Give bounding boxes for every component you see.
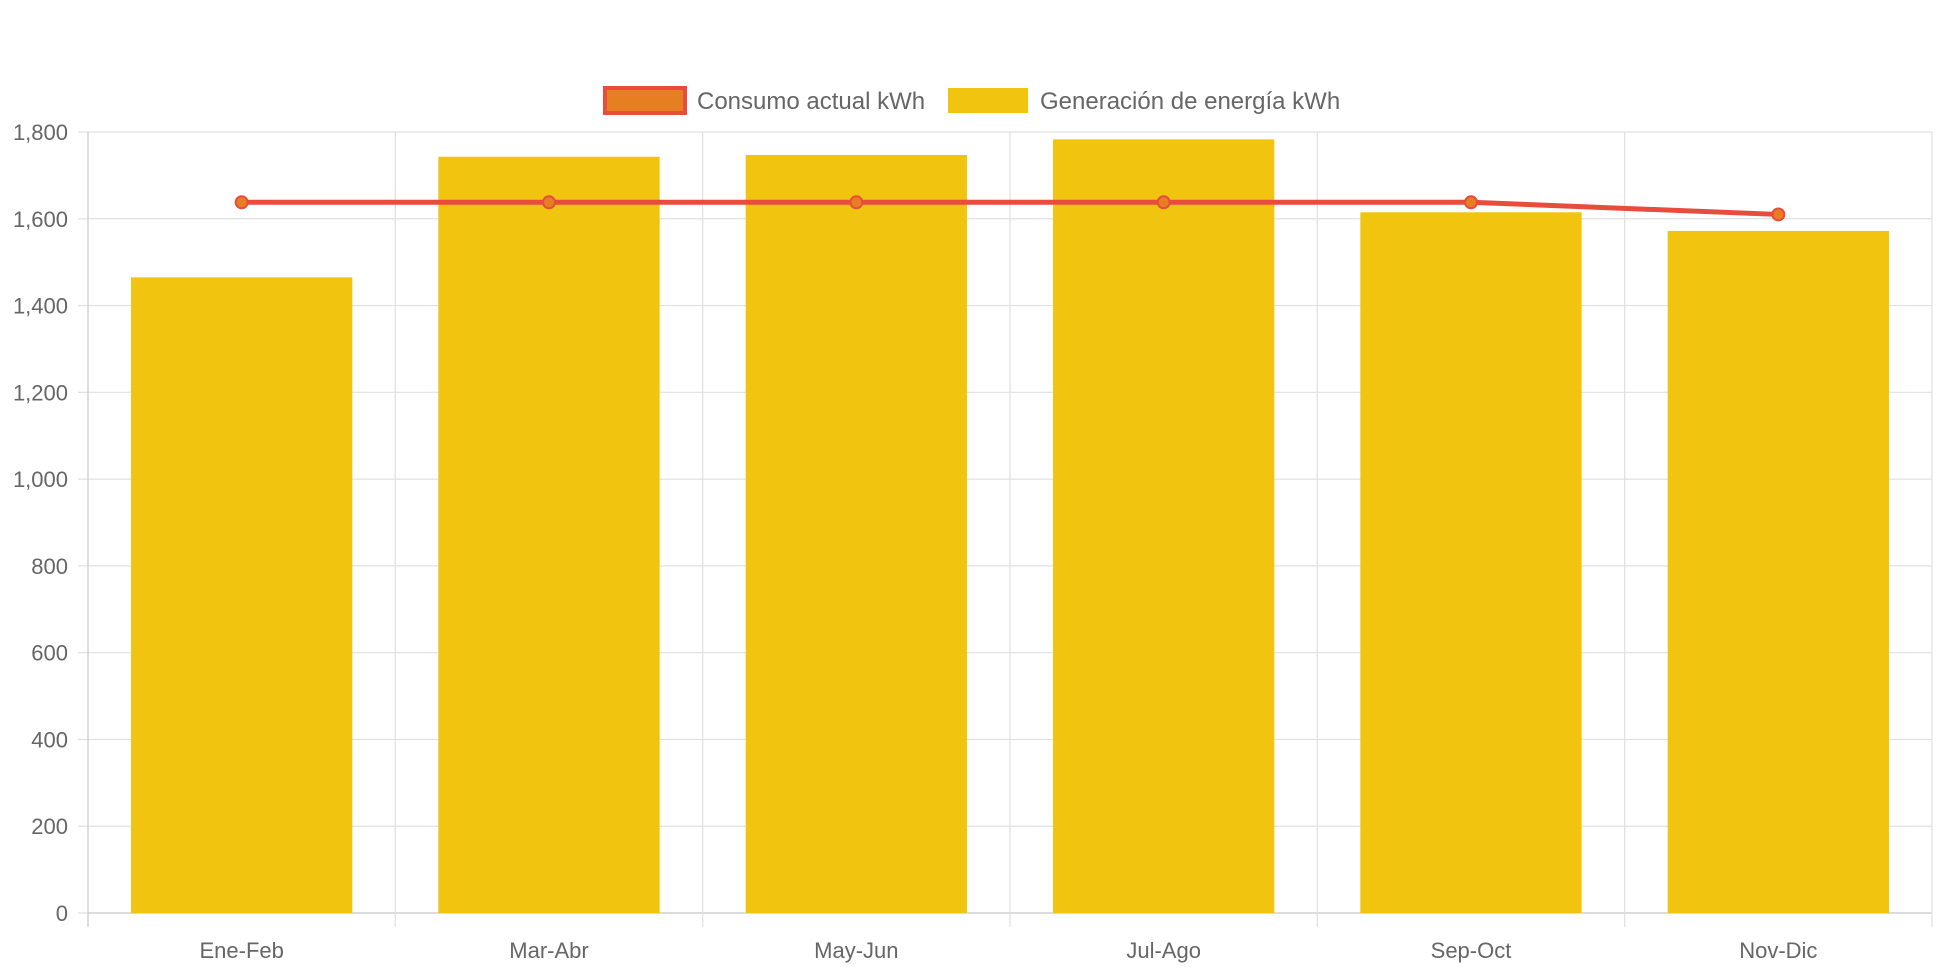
line-series (234, 195, 1786, 222)
consumo-point-may-jun[interactable] (849, 195, 864, 210)
consumo-point-nov-dic[interactable] (1771, 207, 1786, 222)
x-tick-label: Sep-Oct (1431, 938, 1512, 963)
x-tick-label: Nov-Dic (1739, 938, 1817, 963)
bar-jul-ago[interactable] (1053, 139, 1275, 914)
y-tick-label: 800 (31, 554, 68, 579)
x-tick-label: May-Jun (814, 938, 898, 963)
consumo-point-mar-abr[interactable] (542, 195, 556, 210)
consumo-line (241, 199, 1779, 217)
bar-ene-feb[interactable] (131, 277, 353, 913)
bar-may-jun[interactable] (745, 154, 967, 914)
legend-item-generacion[interactable]: Generación de energía kWh (948, 88, 1340, 115)
x-tick-label: Jul-Ago (1126, 938, 1201, 963)
x-tick-label: Mar-Abr (509, 938, 588, 963)
legend-swatch-generacion (948, 88, 1028, 113)
grid (78, 131, 1933, 927)
x-tick-label: Ene-Feb (199, 938, 283, 963)
consumo-point-ene-feb[interactable] (234, 195, 249, 210)
y-tick-label: 200 (31, 814, 68, 839)
consumo-point-sep-oct[interactable] (1464, 195, 1478, 210)
bar-nov-dic[interactable] (1667, 230, 1889, 914)
axes: 0 200 400 600 800 1,000 1,200 1,400 1,600 1,800 En… (13, 120, 1818, 963)
legend[interactable]: Consumo actual kWh Generación de energía… (603, 86, 1340, 115)
legend-swatch-consumo (603, 86, 687, 115)
legend-label-consumo: Consumo actual kWh (697, 88, 925, 115)
y-tick-label: 1,600 (13, 207, 68, 232)
y-tick-label: 1,000 (13, 467, 68, 492)
legend-label-generacion: Generación de energía kWh (1040, 88, 1340, 115)
y-tick-label: 400 (31, 727, 68, 752)
bar-sep-oct[interactable] (1360, 212, 1582, 914)
y-tick-label: 1,200 (13, 380, 68, 405)
y-tick-label: 600 (31, 641, 68, 666)
y-tick-label: 0 (56, 901, 68, 926)
legend-item-consumo[interactable]: Consumo actual kWh (603, 86, 925, 115)
y-tick-label: 1,400 (13, 294, 68, 319)
y-tick-label: 1,800 (13, 120, 68, 145)
bar-series (131, 139, 1889, 914)
bar-mar-abr[interactable] (438, 156, 660, 913)
consumo-point-jul-ago[interactable] (1156, 195, 1171, 210)
